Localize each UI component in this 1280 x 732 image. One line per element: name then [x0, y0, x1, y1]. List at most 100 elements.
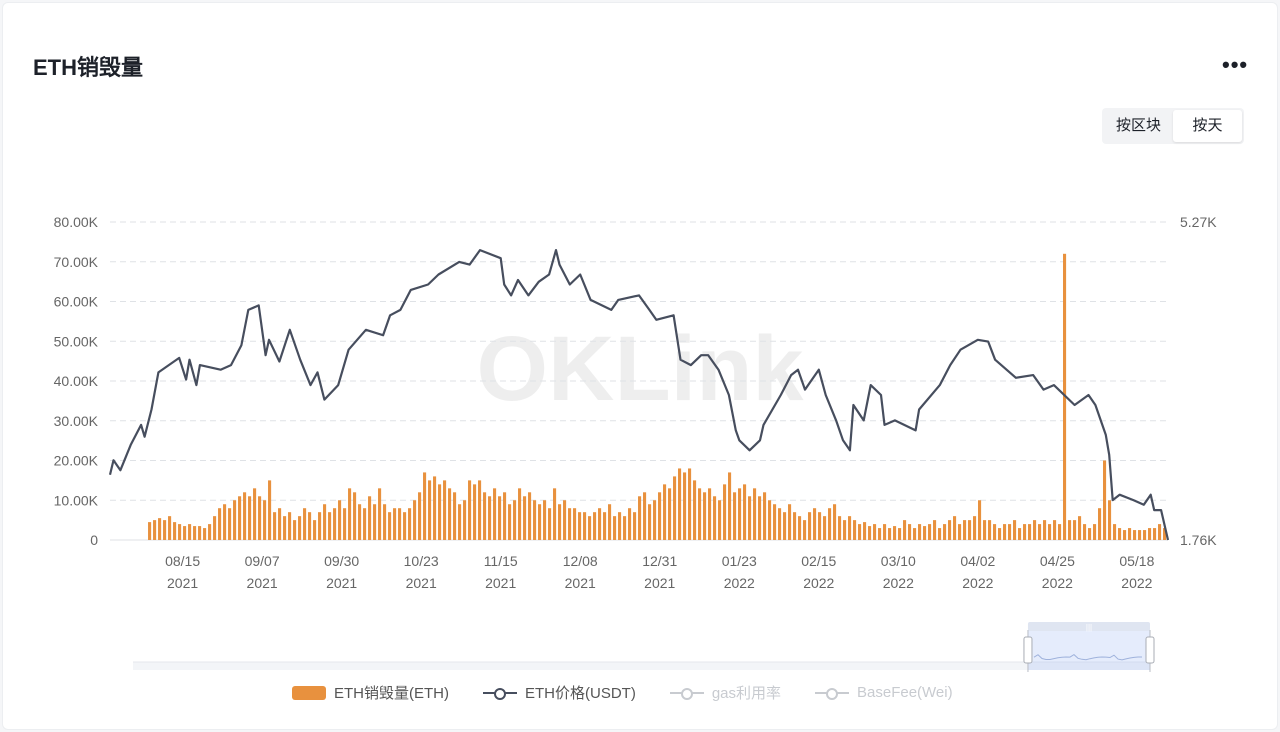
legend-gas[interactable]: gas利用率 [669, 682, 781, 703]
burn-bar [878, 528, 882, 540]
burn-bar [388, 512, 392, 540]
burn-bar [1058, 524, 1062, 540]
x-tick-label: 12/31 [642, 553, 677, 569]
burn-bar [988, 520, 992, 540]
burn-bar [1053, 520, 1057, 540]
burn-bar [928, 524, 932, 540]
toggle-by-block[interactable]: 按区块 [1115, 117, 1161, 134]
x-tick-label: 10/23 [404, 553, 439, 569]
x-tick-year: 2021 [326, 575, 357, 591]
burn-bar [903, 520, 907, 540]
burn-bar [313, 520, 317, 540]
burn-bar [568, 508, 572, 540]
burn-bar [513, 500, 517, 540]
x-tick-year: 2021 [644, 575, 675, 591]
x-tick-year: 2021 [565, 575, 596, 591]
burn-bar [1123, 530, 1127, 540]
burn-bar [1093, 524, 1097, 540]
burn-bar [1138, 530, 1142, 540]
burn-bar [478, 480, 482, 540]
zoom-drag-bar [1027, 622, 1150, 631]
burn-bar [603, 512, 607, 540]
burn-bar [358, 504, 362, 540]
burn-bar [193, 526, 197, 540]
burn-bar [868, 526, 872, 540]
burn-bar [148, 522, 152, 540]
burn-bar [483, 492, 487, 540]
x-tick-label: 04/25 [1040, 553, 1075, 569]
burn-bar [873, 524, 877, 540]
burn-bar [563, 500, 567, 540]
burn-bar [968, 520, 972, 540]
burn-bar [453, 492, 457, 540]
burn-bar [818, 512, 822, 540]
burn-bar [368, 496, 372, 540]
burn-bar [373, 504, 377, 540]
burn-bar [688, 468, 692, 540]
line-swatch-icon [669, 687, 704, 700]
legend-burn[interactable]: ETH销毁量(ETH) [292, 682, 449, 703]
price-line [108, 249, 1170, 541]
x-tick-label: 04/02 [960, 553, 995, 569]
burn-bar [298, 516, 302, 540]
burn-bar [668, 488, 672, 540]
burn-bar [913, 528, 917, 540]
x-tick-year: 2022 [962, 575, 993, 591]
burn-bar [198, 526, 202, 540]
burn-bar [423, 472, 427, 540]
burn-bar [593, 512, 597, 540]
burn-bar [643, 492, 647, 540]
burn-bar [788, 504, 792, 540]
toggle-by-day[interactable]: 按天 [1173, 110, 1242, 142]
burn-bar [578, 512, 582, 540]
legend-basefee[interactable]: BaseFee(Wei) [815, 684, 953, 701]
burn-bar [853, 520, 857, 540]
burn-bar [718, 500, 722, 540]
burn-bar [998, 528, 1002, 540]
x-tick-year: 2022 [1121, 575, 1152, 591]
burn-bar [908, 524, 912, 540]
burn-bar [703, 492, 707, 540]
burn-bar [808, 512, 812, 540]
burn-bar [233, 500, 237, 540]
burn-bar [1078, 516, 1082, 540]
burn-bar [1158, 524, 1162, 540]
burn-bar [533, 500, 537, 540]
burn-bar [773, 504, 777, 540]
burn-bar [428, 480, 432, 540]
burn-bar [823, 516, 827, 540]
burn-bar [1063, 253, 1067, 541]
x-tick-label: 03/10 [881, 553, 916, 569]
burn-bar [993, 524, 997, 540]
burn-bar [758, 496, 762, 540]
burn-bar [213, 516, 217, 540]
burn-bar [413, 500, 417, 540]
burn-bar [923, 526, 927, 540]
burn-bar [1103, 460, 1107, 540]
x-tick-label: 11/15 [484, 553, 518, 569]
burn-bar [938, 528, 942, 540]
burn-bar [948, 520, 952, 540]
more-dots-icon[interactable]: ••• [1222, 52, 1249, 77]
x-tick-year: 2022 [1042, 575, 1073, 591]
burn-bar [493, 488, 497, 540]
zoom-handle-left[interactable] [1023, 636, 1033, 664]
burn-bar [293, 520, 297, 540]
burn-bar [1008, 524, 1012, 540]
burn-bar [1073, 520, 1077, 540]
burn-bar [323, 504, 327, 540]
burn-bar [708, 488, 712, 540]
burn-bar [448, 488, 452, 540]
burn-bar [238, 496, 242, 540]
zoom-handle-right[interactable] [1145, 636, 1155, 664]
burn-bar [248, 496, 252, 540]
burn-bar [168, 516, 172, 540]
burn-bar [183, 526, 187, 540]
burn-bar [348, 488, 352, 540]
legend-price[interactable]: ETH价格(USDT) [483, 682, 636, 703]
burn-bar [658, 492, 662, 540]
line-swatch-icon [483, 687, 517, 700]
burn-bar [638, 496, 642, 540]
burn-bar [598, 508, 602, 540]
watermark: OKLink [476, 318, 804, 420]
